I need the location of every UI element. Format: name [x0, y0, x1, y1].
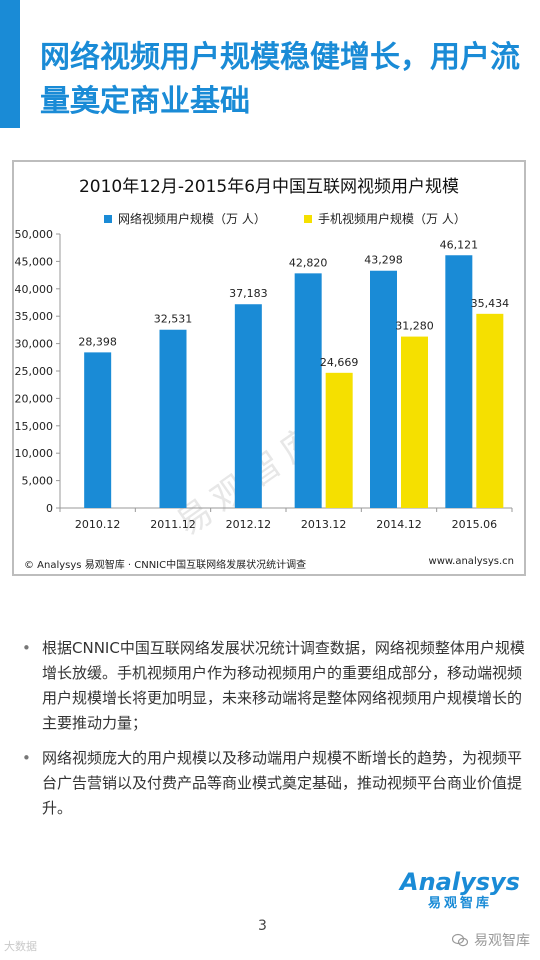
- wechat-icon: [452, 933, 468, 947]
- bar-video-users: [159, 329, 187, 508]
- bar-mobile-users: [476, 313, 504, 508]
- chart-title: 2010年12月-2015年6月中国互联网视频用户规模: [78, 177, 460, 197]
- data-label: 28,398: [78, 335, 117, 348]
- legend-swatch-blue: [104, 214, 112, 223]
- y-tick-label: 5,000: [22, 475, 54, 488]
- bullet-item: • 根据CNNIC中国互联网络发展状况统计调查数据，网络视频整体用户规模增长放缓…: [22, 636, 526, 736]
- page-number: 3: [258, 918, 267, 934]
- data-label: 42,820: [289, 256, 328, 269]
- x-tick-label: 2010.12: [75, 518, 121, 531]
- logo-text-en: Analysys: [400, 868, 520, 896]
- y-tick-label: 35,000: [15, 310, 54, 323]
- bar-video-users: [84, 352, 112, 508]
- chart-container: 2010年12月-2015年6月中国互联网视频用户规模 网络视频用户规模（万 人…: [12, 160, 526, 576]
- footer-watermark-text: 易观智库: [474, 933, 530, 949]
- bar-mobile-users: [401, 336, 428, 508]
- x-tick-label: 2013.12: [301, 518, 347, 531]
- bullet-text: 根据CNNIC中国互联网络发展状况统计调查数据，网络视频整体用户规模增长放缓。手…: [42, 639, 525, 732]
- y-tick-label: 15,000: [15, 420, 54, 433]
- bullet-text: 网络视频庞大的用户规模以及移动端用户规模不断增长的趋势，为视频平台广告营销以及付…: [42, 749, 523, 817]
- legend-label: 网络视频用户规模（万 人）: [118, 212, 266, 226]
- data-label: 35,434: [471, 297, 510, 310]
- y-tick-label: 40,000: [15, 283, 54, 296]
- data-label: 43,298: [364, 254, 403, 267]
- bullet-item: • 网络视频庞大的用户规模以及移动端用户规模不断增长的趋势，为视频平台广告营销以…: [22, 746, 526, 821]
- legend-item-mobile-users: 手机视频用户规模（万 人）: [304, 210, 466, 227]
- logo-text-cn: 易观智库: [427, 896, 492, 911]
- data-label: 37,183: [229, 287, 268, 300]
- y-tick-label: 45,000: [15, 255, 54, 268]
- y-tick-label: 50,000: [15, 228, 54, 241]
- bullet-list: • 根据CNNIC中国互联网络发展状况统计调查数据，网络视频整体用户规模增长放缓…: [22, 636, 526, 831]
- bar-mobile-users: [325, 372, 353, 508]
- y-tick-label: 0: [46, 502, 53, 515]
- x-tick-label: 2014.12: [376, 518, 422, 531]
- bar-video-users: [234, 304, 262, 508]
- x-tick-label: 2015.06: [452, 518, 498, 531]
- chart-site: www.analysys.cn: [428, 556, 514, 567]
- legend-label: 手机视频用户规模（万 人）: [318, 212, 466, 226]
- legend-swatch-yellow: [304, 214, 312, 223]
- x-tick-label: 2011.12: [150, 518, 196, 531]
- y-tick-label: 20,000: [15, 392, 54, 405]
- page-title: 网络视频用户规模稳健增长，用户流量奠定商业基础: [40, 40, 520, 119]
- y-tick-label: 10,000: [15, 447, 54, 460]
- analysys-logo: Analysys 易观智库: [390, 868, 530, 911]
- data-label: 46,121: [440, 238, 479, 251]
- data-label: 32,531: [154, 313, 193, 326]
- bullet-mark: •: [22, 749, 31, 767]
- data-label: 31,280: [395, 320, 434, 333]
- bar-video-users: [294, 273, 322, 508]
- bullet-mark: •: [22, 639, 31, 657]
- chart-source: © Analysys 易观智库 · CNNIC中国互联网络发展状况统计调查: [24, 560, 307, 571]
- y-tick-label: 30,000: [15, 338, 54, 351]
- y-tick-label: 25,000: [15, 365, 54, 378]
- footer-watermark-right: 易观智库: [452, 930, 530, 950]
- bar-chart: 0 5,000 10,000 15,000 20,000 25,000 30,000 35,0…: [15, 228, 513, 531]
- title-accent-bar: [0, 0, 20, 128]
- data-label: 24,669: [320, 356, 359, 369]
- bar-video-users: [370, 270, 397, 508]
- x-tick-label: 2012.12: [226, 518, 272, 531]
- bar-video-users: [445, 255, 473, 508]
- legend-item-video-users: 网络视频用户规模（万 人）: [104, 210, 266, 227]
- footer-watermark-left: 大数据: [4, 940, 37, 953]
